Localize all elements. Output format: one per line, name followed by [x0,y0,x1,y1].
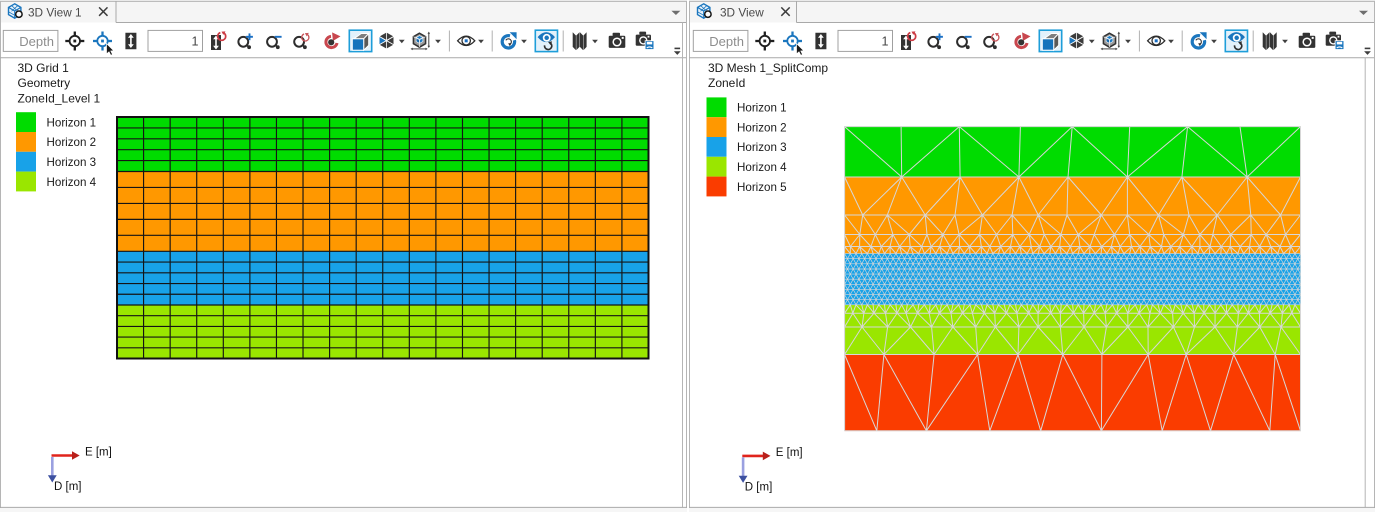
svg-text:Geometry: Geometry [18,76,71,90]
svg-text:3D View 1: 3D View 1 [28,6,82,20]
svg-text:Horizon 2: Horizon 2 [47,136,97,149]
svg-text:D [m]: D [m] [745,481,772,493]
svg-text:Horizon 1: Horizon 1 [737,102,787,115]
svg-text:ZoneId: ZoneId [708,76,745,90]
svg-text:3D View: 3D View [720,6,764,20]
svg-text:E [m]: E [m] [776,447,803,459]
svg-text:Horizon 2: Horizon 2 [737,121,787,134]
svg-text:Horizon 5: Horizon 5 [737,181,787,194]
svg-text:Depth: Depth [19,34,54,49]
svg-text:1: 1 [192,35,199,49]
svg-text:1: 1 [882,35,889,49]
svg-text:Horizon 4: Horizon 4 [737,161,787,174]
svg-text:Horizon 3: Horizon 3 [47,156,97,169]
svg-text:Horizon 3: Horizon 3 [737,141,787,154]
svg-text:E [m]: E [m] [85,447,112,459]
svg-text:Depth: Depth [709,34,744,49]
svg-text:D [m]: D [m] [54,481,81,493]
svg-text:3D Mesh 1_SplitComp: 3D Mesh 1_SplitComp [708,61,828,75]
svg-text:Horizon 1: Horizon 1 [47,116,97,129]
svg-text:ZoneId_Level 1: ZoneId_Level 1 [18,91,101,105]
svg-text:Horizon 4: Horizon 4 [47,176,97,189]
svg-text:3D Grid 1: 3D Grid 1 [18,61,70,75]
